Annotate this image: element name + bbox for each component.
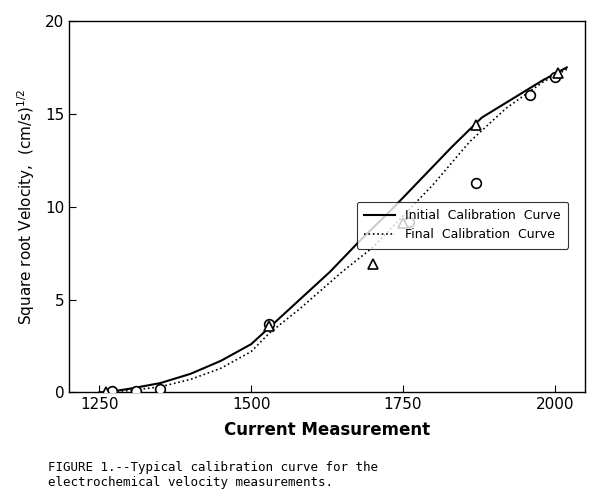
X-axis label: Current Measurement: Current Measurement — [224, 421, 430, 438]
Text: FIGURE 1.--Typical calibration curve for the
electrochemical velocity measuremen: FIGURE 1.--Typical calibration curve for… — [48, 461, 378, 489]
Legend: Initial  Calibration  Curve, Final  Calibration  Curve: Initial Calibration Curve, Final Calibra… — [356, 202, 568, 249]
Y-axis label: Square root Velocity,  (cm/s)$^{1/2}$: Square root Velocity, (cm/s)$^{1/2}$ — [15, 89, 37, 325]
